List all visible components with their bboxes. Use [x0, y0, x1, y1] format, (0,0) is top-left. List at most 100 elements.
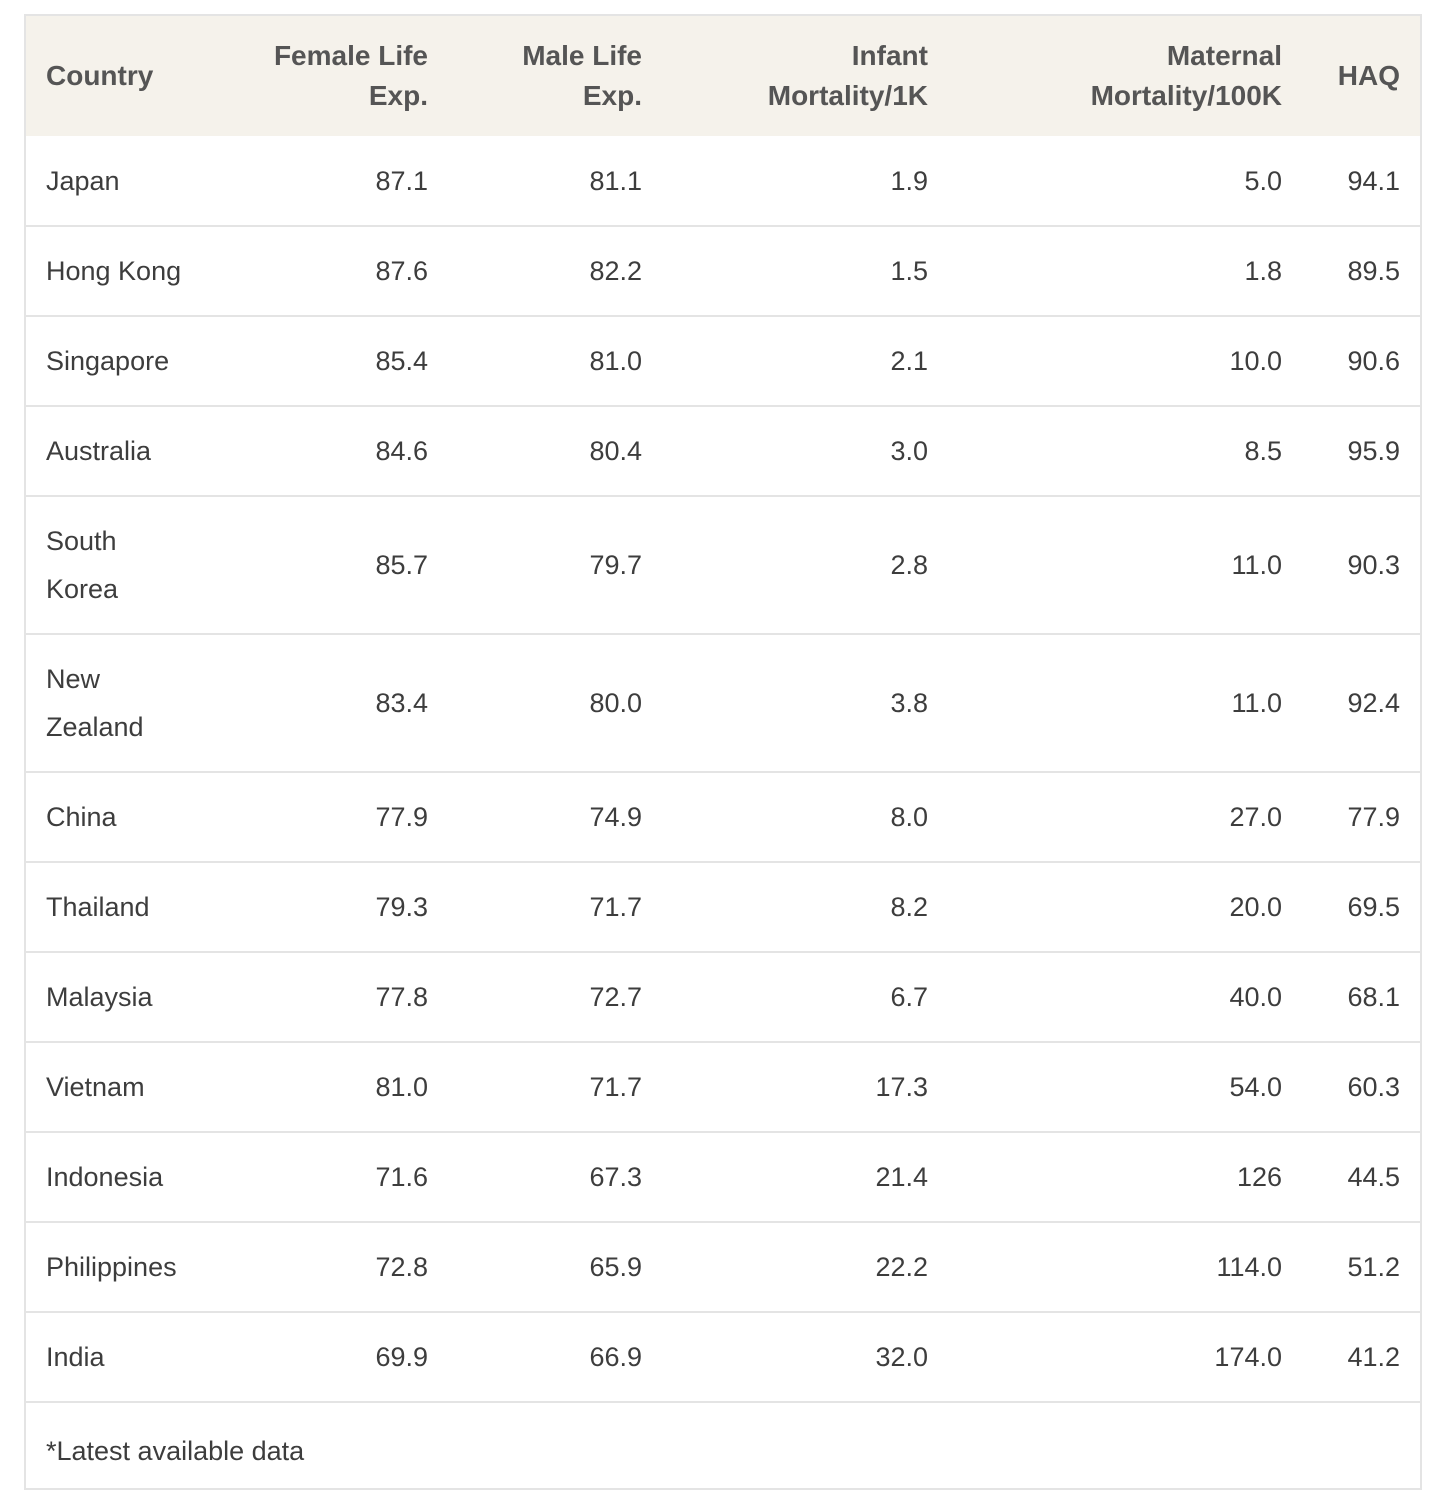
cell-infant: 3.0 — [890, 436, 928, 466]
table-row: Indonesia 71.6 67.3 21.4 126 44.5 — [26, 1132, 1420, 1222]
table-row: Japan 87.1 81.1 1.9 5.0 94.1 — [26, 136, 1420, 226]
cell-male: 74.9 — [589, 802, 642, 832]
cell-female: 83.4 — [375, 688, 428, 718]
cell-female: 81.0 — [375, 1072, 428, 1102]
header-female-life-exp[interactable]: Female Life Exp. — [248, 16, 448, 136]
header-maternal-line-2: Mortality/100K — [1090, 80, 1282, 111]
cell-infant: 1.5 — [890, 256, 928, 286]
cell-male: 81.1 — [589, 165, 642, 196]
cell-male: 82.2 — [589, 256, 642, 286]
cell-maternal: 27.0 — [1229, 802, 1282, 832]
cell-male: 80.0 — [589, 688, 642, 718]
cell-country: China — [26, 772, 248, 862]
cell-female: 77.9 — [375, 802, 428, 832]
table-row: Vietnam 81.0 71.7 17.3 54.0 60.3 — [26, 1042, 1420, 1132]
cell-haq: 60.3 — [1347, 1072, 1400, 1102]
cell-country: India — [26, 1312, 248, 1402]
country-name-part: Singapore — [46, 346, 170, 376]
cell-country: Indonesia — [26, 1132, 248, 1222]
health-statistics-table: Country Female Life Exp. Male Life Exp. … — [26, 16, 1420, 1403]
cell-female: 85.7 — [375, 550, 428, 580]
country-name-part: Philippines — [46, 1252, 177, 1282]
cell-maternal: 1.8 — [1244, 256, 1282, 286]
cell-maternal: 5.0 — [1244, 165, 1282, 196]
cell-male: 81.0 — [589, 346, 642, 376]
footnote: *Latest available data — [46, 1436, 305, 1466]
header-infant-mortality[interactable]: Infant Mortality/1K — [662, 16, 948, 136]
header-haq-label: HAQ — [1337, 60, 1400, 91]
header-haq[interactable]: HAQ — [1302, 16, 1420, 136]
header-row: Country Female Life Exp. Male Life Exp. … — [26, 16, 1420, 136]
header-male-line-1: Male Life — [522, 40, 642, 71]
header-male-line-2: Exp. — [582, 80, 642, 111]
header-infant-line-2: Mortality/1K — [767, 80, 928, 111]
cell-female: 69.9 — [375, 1342, 428, 1372]
table-row: China 77.9 74.9 8.0 27.0 77.9 — [26, 772, 1420, 862]
cell-country: Japan — [26, 136, 248, 226]
cell-maternal: 54.0 — [1229, 1072, 1282, 1102]
table-row: South Korea 85.7 79.7 2.8 11.0 90.3 — [26, 496, 1420, 634]
cell-haq: 89.5 — [1347, 256, 1400, 286]
table-row: Singapore 85.4 81.0 2.1 10.0 90.6 — [26, 316, 1420, 406]
cell-maternal: 40.0 — [1229, 982, 1282, 1012]
cell-country: Australia — [26, 406, 248, 496]
cell-haq: 68.1 — [1347, 982, 1400, 1012]
header-country[interactable]: Country — [26, 16, 248, 136]
cell-infant: 22.2 — [875, 1252, 928, 1282]
cell-female: 87.1 — [375, 165, 428, 196]
cell-haq: 41.2 — [1347, 1342, 1400, 1372]
header-female-line-2: Exp. — [368, 80, 428, 111]
cell-country: Thailand — [26, 862, 248, 952]
header-country-label: Country — [46, 60, 154, 91]
cell-country: Vietnam — [26, 1042, 248, 1132]
table-row: Malaysia 77.8 72.7 6.7 40.0 68.1 — [26, 952, 1420, 1042]
cell-female: 87.6 — [375, 256, 428, 286]
cell-infant: 2.1 — [890, 346, 928, 376]
cell-female: 84.6 — [375, 436, 428, 466]
cell-haq: 51.2 — [1347, 1252, 1400, 1282]
country-name-part: Japan — [46, 165, 120, 196]
cell-maternal: 11.0 — [1231, 688, 1282, 718]
table-row: New Zealand 83.4 80.0 3.8 11.0 92.4 — [26, 634, 1420, 772]
cell-haq: 92.4 — [1347, 688, 1400, 718]
cell-infant: 8.0 — [890, 802, 928, 832]
cell-female: 79.3 — [375, 892, 428, 922]
country-name-part: South — [46, 526, 117, 556]
data-table-container: Country Female Life Exp. Male Life Exp. … — [24, 14, 1422, 1490]
cell-infant: 3.8 — [890, 688, 928, 718]
cell-haq: 90.3 — [1347, 550, 1400, 580]
header-maternal-line-1: Maternal — [1166, 40, 1282, 71]
header-male-life-exp[interactable]: Male Life Exp. — [448, 16, 662, 136]
country-name-part: India — [46, 1342, 105, 1372]
country-name-part: Korea — [46, 574, 119, 604]
table-body: Japan 87.1 81.1 1.9 5.0 94.1 Hong Kong 87.6 82.2… — [26, 136, 1420, 1402]
cell-infant: 17.3 — [875, 1072, 928, 1102]
table-row: Australia 84.6 80.4 3.0 8.5 95.9 — [26, 406, 1420, 496]
cell-maternal: 126 — [1236, 1162, 1282, 1192]
country-name-part: Malaysia — [46, 982, 153, 1012]
cell-haq: 77.9 — [1347, 802, 1400, 832]
cell-male: 65.9 — [589, 1252, 642, 1282]
table-header: Country Female Life Exp. Male Life Exp. … — [26, 16, 1420, 136]
cell-infant: 21.4 — [875, 1162, 928, 1192]
cell-maternal: 114.0 — [1216, 1252, 1282, 1282]
cell-female: 71.6 — [375, 1162, 428, 1192]
cell-male: 67.3 — [589, 1162, 642, 1192]
header-maternal-mortality[interactable]: Maternal Mortality/100K — [948, 16, 1302, 136]
table-row: Philippines 72.8 65.9 22.2 114.0 51.2 — [26, 1222, 1420, 1312]
country-name-part: Indonesia — [46, 1162, 164, 1192]
cell-country: Philippines — [26, 1222, 248, 1312]
cell-maternal: 20.0 — [1229, 892, 1282, 922]
cell-infant: 8.2 — [890, 892, 928, 922]
table-row: Hong Kong 87.6 82.2 1.5 1.8 89.5 — [26, 226, 1420, 316]
table-row: India 69.9 66.9 32.0 174.0 41.2 — [26, 1312, 1420, 1402]
cell-country: Singapore — [26, 316, 248, 406]
country-name-part: Thailand — [46, 892, 150, 922]
cell-maternal: 10.0 — [1229, 346, 1282, 376]
country-name-part: New — [46, 664, 101, 694]
country-name-part: Vietnam — [46, 1072, 145, 1102]
header-female-line-1: Female Life — [273, 40, 428, 71]
cell-infant: 1.9 — [890, 165, 928, 196]
cell-infant: 32.0 — [875, 1342, 928, 1372]
cell-male: 71.7 — [589, 1072, 642, 1102]
